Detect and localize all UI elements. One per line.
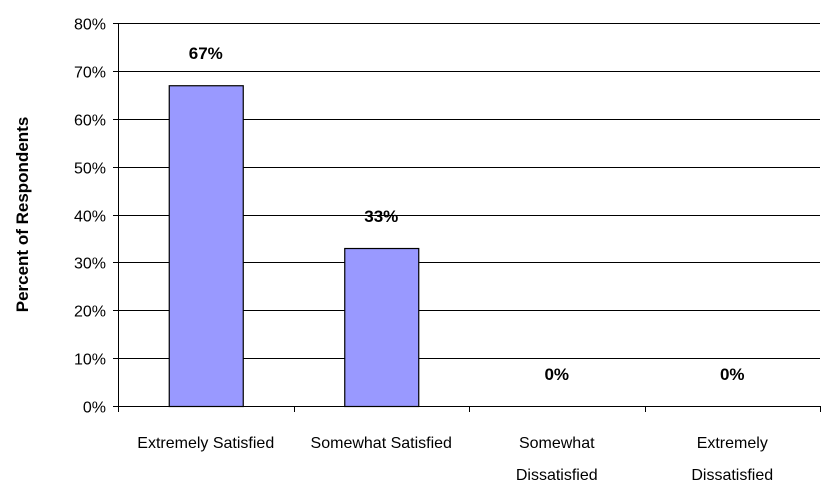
y-tick-label: 30% (74, 256, 106, 273)
x-tick-label: Somewhat Satisfied (311, 435, 452, 452)
x-tick-label: Extremely Satisfied (137, 435, 274, 452)
data-label: 33% (364, 207, 398, 226)
bars (168, 85, 420, 408)
data-labels: 67% 33% 0% 0% (189, 44, 745, 384)
y-tick-label: 60% (74, 113, 106, 130)
x-tick-label: Extremely Dissatisfied (691, 435, 773, 484)
y-tick-label: 40% (74, 209, 106, 226)
y-tick-label: 80% (74, 17, 106, 34)
bar (168, 85, 244, 408)
y-tick-label: 70% (74, 65, 106, 82)
data-label: 0% (544, 365, 569, 384)
data-label: 67% (189, 44, 223, 63)
data-label: 0% (720, 365, 745, 384)
y-tick-labels: 0% 10% 20% 30% 40% 50% 60% 70% 80% (74, 17, 118, 417)
x-tick-labels: Extremely Satisfied Somewhat Satisfied Som… (118, 406, 821, 484)
y-tick-label: 0% (83, 400, 106, 417)
bar (344, 247, 420, 408)
x-tick-label: Somewhat Dissatisfied (516, 435, 598, 484)
y-tick-label: 50% (74, 161, 106, 178)
y-axis-title: Percent of Respondents (13, 117, 32, 313)
y-tick-label: 20% (74, 304, 106, 321)
y-tick-label: 10% (74, 352, 106, 369)
